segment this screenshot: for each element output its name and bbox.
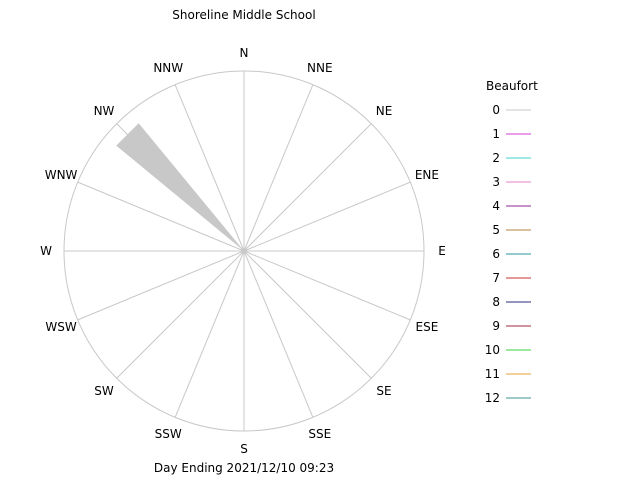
direction-labels: N NNE NE ENE E ESE SE SSE S SSW SW WSW W WNW NW NNW (40, 46, 446, 456)
spoke-ne (243, 123, 372, 252)
direction-label-nw: NW (94, 104, 115, 118)
spoke-sw (116, 250, 245, 379)
legend-label-9: 9 (492, 319, 500, 333)
legend-label-0: 0 (492, 103, 500, 117)
legend-label-12: 12 (485, 391, 500, 405)
direction-label-ese: ESE (416, 320, 439, 334)
direction-label-ne: NE (376, 104, 393, 118)
legend-title: Beaufort (486, 79, 538, 93)
spoke-sse (243, 250, 314, 418)
direction-label-s: S (240, 442, 248, 456)
legend-label-3: 3 (492, 175, 500, 189)
direction-spokes (64, 71, 424, 431)
legend-label-10: 10 (485, 343, 500, 357)
legend-label-2: 2 (492, 151, 500, 165)
legend-label-11: 11 (485, 367, 500, 381)
direction-label-sse: SSE (308, 427, 331, 441)
direction-label-sw: SW (94, 384, 114, 398)
legend-label-6: 6 (492, 247, 500, 261)
rose-plot: N NNE NE ENE E ESE SE SSE S SSW SW WSW W WNW NW NNW (40, 46, 446, 456)
spoke-ese (243, 250, 411, 321)
legend-label-4: 4 (492, 199, 500, 213)
frequency-wedges (116, 123, 244, 251)
legend-label-5: 5 (492, 223, 500, 237)
spoke-wnw (77, 181, 245, 252)
legend-label-8: 8 (492, 295, 500, 309)
chart-title: Shoreline Middle School (172, 8, 315, 22)
direction-label-wsw: WSW (45, 320, 76, 334)
direction-label-e: E (438, 244, 446, 258)
spoke-ene (243, 181, 411, 252)
direction-label-nnw: NNW (153, 61, 183, 75)
direction-label-se: SE (376, 384, 391, 398)
direction-label-ene: ENE (415, 168, 439, 182)
direction-label-n: N (240, 46, 249, 60)
spoke-se (243, 250, 372, 379)
direction-label-w: W (40, 244, 52, 258)
spoke-wsw (77, 250, 245, 321)
direction-label-ssw: SSW (155, 427, 182, 441)
legend-label-1: 1 (492, 127, 500, 141)
spoke-ssw (174, 250, 245, 418)
chart-subtitle: Day Ending 2021/12/10 09:23 (154, 461, 334, 475)
spoke-nne (243, 84, 314, 252)
direction-label-nne: NNE (307, 61, 333, 75)
legend-label-7: 7 (492, 271, 500, 285)
direction-label-wnw: WNW (45, 168, 78, 182)
spoke-nnw (174, 84, 245, 252)
wedge-nw (116, 123, 244, 251)
